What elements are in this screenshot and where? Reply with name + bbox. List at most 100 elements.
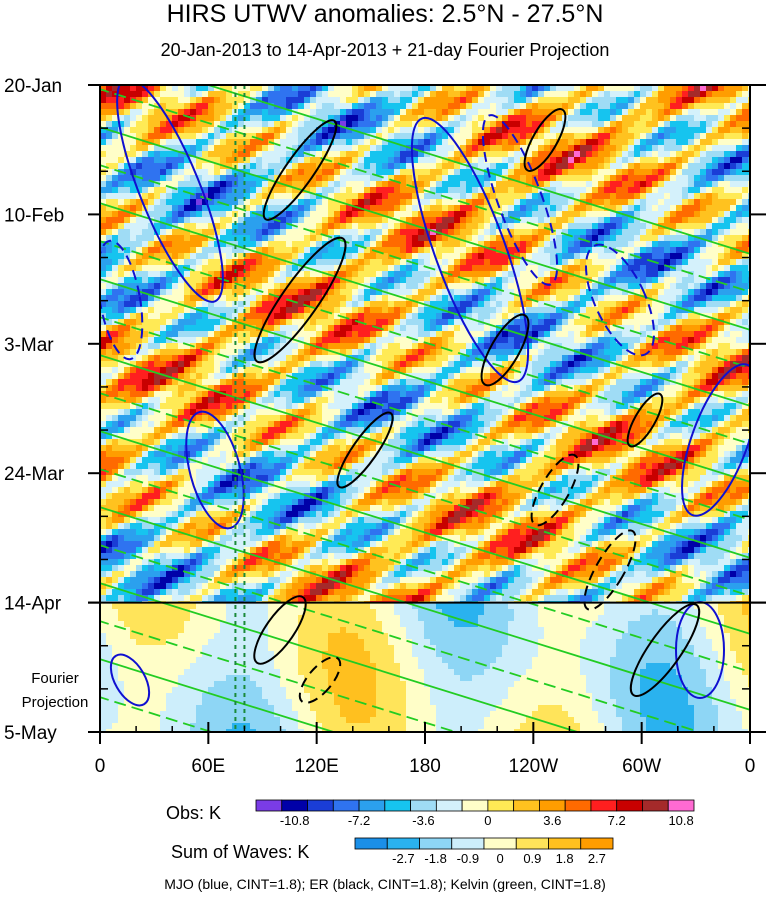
obs-anomaly-cell — [190, 283, 196, 289]
obs-anomaly-cell — [364, 103, 370, 109]
obs-anomaly-cell — [394, 343, 400, 349]
obs-anomaly-cell — [646, 91, 652, 97]
obs-anomaly-cell — [364, 307, 370, 313]
obs-anomaly-cell — [340, 271, 346, 277]
obs-anomaly-cell — [316, 103, 322, 109]
obs-anomaly-cell — [256, 181, 262, 187]
obs-anomaly-cell — [106, 343, 112, 349]
obs-anomaly-cell — [616, 175, 622, 181]
obs-anomaly-cell — [328, 229, 334, 235]
obs-anomaly-cell — [178, 307, 184, 313]
obs-anomaly-cell — [304, 193, 310, 199]
obs-anomaly-cell — [742, 331, 748, 337]
obs-anomaly-cell — [424, 217, 430, 223]
obs-anomaly-cell — [382, 145, 388, 151]
obs-anomaly-cell — [562, 205, 568, 211]
obs-anomaly-cell — [556, 265, 562, 271]
obs-anomaly-cell — [346, 337, 352, 343]
obs-anomaly-cell — [430, 229, 436, 235]
obs-anomaly-cell — [358, 91, 364, 97]
obs-anomaly-cell — [604, 121, 610, 127]
obs-anomaly-cell — [526, 331, 532, 337]
obs-anomaly-cell — [280, 151, 286, 157]
obs-anomaly-cell — [298, 223, 304, 229]
obs-anomaly-cell — [112, 265, 118, 271]
obs-anomaly-cell — [370, 223, 376, 229]
obs-anomaly-cell — [616, 97, 622, 103]
obs-anomaly-cell — [724, 139, 730, 145]
obs-anomaly-cell — [592, 163, 598, 169]
obs-anomaly-cell — [340, 307, 346, 313]
obs-anomaly-cell — [652, 229, 658, 235]
obs-anomaly-cell — [244, 241, 250, 247]
obs-anomaly-cell — [424, 103, 430, 109]
obs-anomaly-cell — [466, 265, 472, 271]
obs-anomaly-cell — [382, 301, 388, 307]
obs-anomaly-cell — [592, 349, 598, 355]
obs-anomaly-cell — [556, 307, 562, 313]
obs-anomaly-cell — [340, 229, 346, 235]
obs-anomaly-cell — [100, 211, 106, 217]
obs-anomaly-cell — [346, 271, 352, 277]
obs-anomaly-cell — [130, 265, 136, 271]
obs-anomaly-cell — [196, 235, 202, 241]
obs-anomaly-cell — [304, 163, 310, 169]
obs-anomaly-cell — [550, 331, 556, 337]
obs-anomaly-cell — [562, 331, 568, 337]
obs-anomaly-cell — [406, 289, 412, 295]
obs-anomaly-cell — [106, 271, 112, 277]
obs-anomaly-cell — [574, 151, 580, 157]
obs-anomaly-cell — [568, 109, 574, 115]
obs-anomaly-cell — [460, 91, 466, 97]
obs-anomaly-cell — [394, 325, 400, 331]
obs-anomaly-cell — [724, 259, 730, 265]
obs-anomaly-cell — [466, 349, 472, 355]
obs-anomaly-cell — [670, 271, 676, 277]
obs-anomaly-cell — [652, 91, 658, 97]
obs-anomaly-cell — [172, 331, 178, 337]
obs-anomaly-cell — [340, 343, 346, 349]
obs-anomaly-cell — [604, 259, 610, 265]
obs-anomaly-cell — [424, 355, 430, 361]
obs-anomaly-cell — [202, 331, 208, 337]
obs-anomaly-cell — [484, 157, 490, 163]
obs-anomaly-cell — [628, 223, 634, 229]
obs-anomaly-cell — [310, 301, 316, 307]
obs-anomaly-cell — [550, 247, 556, 253]
obs-anomaly-cell — [640, 97, 646, 103]
obs-anomaly-cell — [454, 229, 460, 235]
obs-anomaly-cell — [538, 289, 544, 295]
obs-anomaly-cell — [406, 277, 412, 283]
obs-anomaly-cell — [556, 217, 562, 223]
obs-anomaly-cell — [556, 271, 562, 277]
obs-anomaly-cell — [556, 289, 562, 295]
obs-anomaly-cell — [322, 205, 328, 211]
obs-anomaly-cell — [646, 181, 652, 187]
obs-anomaly-cell — [424, 205, 430, 211]
obs-anomaly-cell — [400, 235, 406, 241]
obs-anomaly-cell — [430, 91, 436, 97]
obs-anomaly-cell — [736, 127, 742, 133]
obs-anomaly-cell — [682, 175, 688, 181]
obs-anomaly-cell — [238, 337, 244, 343]
obs-anomaly-cell — [496, 85, 502, 91]
obs-anomaly-cell — [538, 235, 544, 241]
obs-anomaly-cell — [310, 259, 316, 265]
obs-anomaly-cell — [478, 121, 484, 127]
obs-anomaly-cell — [250, 313, 256, 319]
obs-anomaly-cell — [562, 271, 568, 277]
obs-anomaly-cell — [202, 277, 208, 283]
obs-anomaly-cell — [460, 217, 466, 223]
obs-anomaly-cell — [658, 157, 664, 163]
obs-anomaly-cell — [124, 337, 130, 343]
obs-anomaly-cell — [622, 289, 628, 295]
obs-anomaly-cell — [190, 211, 196, 217]
obs-anomaly-cell — [568, 163, 574, 169]
obs-anomaly-cell — [190, 217, 196, 223]
obs-anomaly-cell — [586, 301, 592, 307]
obs-anomaly-cell — [460, 163, 466, 169]
obs-anomaly-cell — [394, 229, 400, 235]
obs-anomaly-cell — [208, 265, 214, 271]
obs-anomaly-cell — [718, 127, 724, 133]
obs-anomaly-cell — [514, 349, 520, 355]
